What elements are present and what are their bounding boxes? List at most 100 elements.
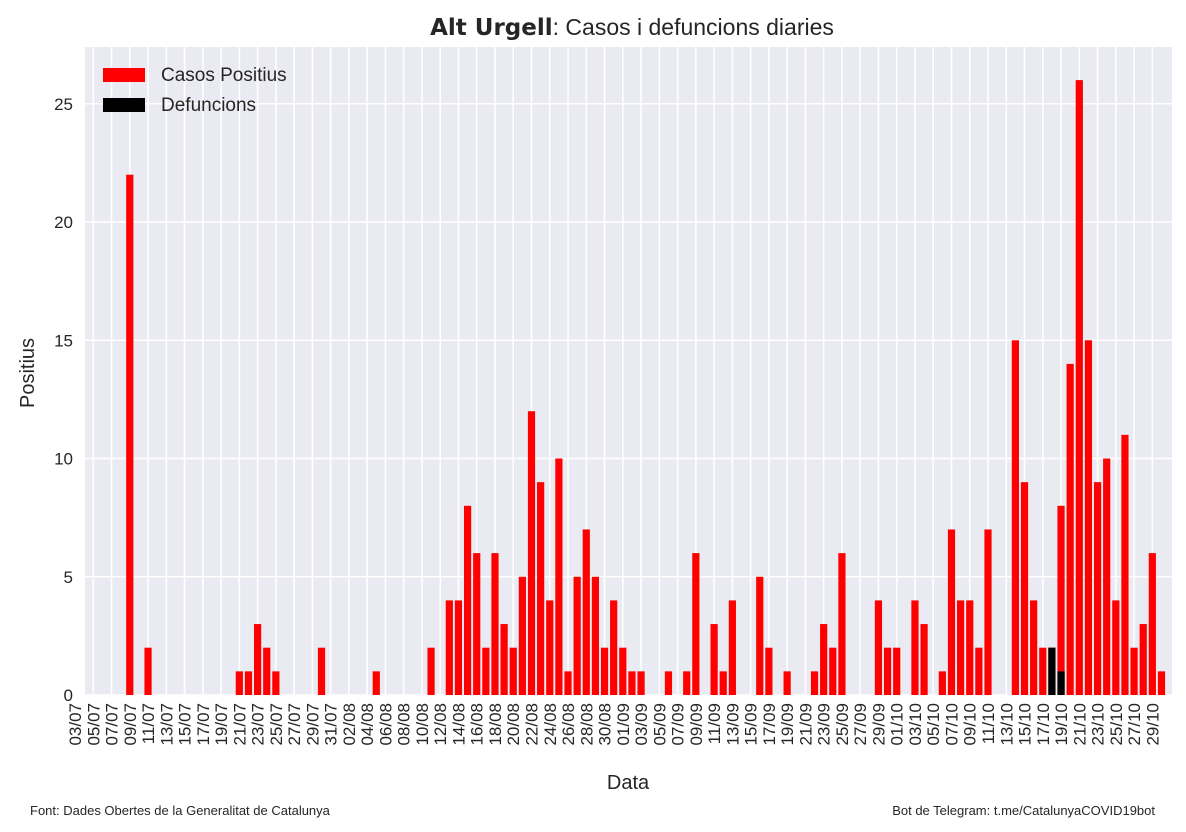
x-tick-label: 03/07 <box>66 703 85 746</box>
title-bold: Alt Urgell <box>430 15 553 41</box>
bar <box>975 647 983 695</box>
bar <box>1066 363 1074 695</box>
x-tick-label: 06/08 <box>376 703 395 746</box>
y-tick-label: 20 <box>54 213 73 232</box>
bar <box>683 671 691 695</box>
bar <box>546 600 554 695</box>
bar <box>692 553 700 695</box>
bar <box>1057 671 1065 695</box>
x-tick-label: 22/08 <box>523 703 542 746</box>
x-tick-label: 11/09 <box>705 703 724 744</box>
bar <box>1039 647 1047 695</box>
x-tick-label: 23/10 <box>1089 703 1108 746</box>
bar <box>564 671 572 695</box>
bar <box>427 647 435 695</box>
bar <box>947 529 956 695</box>
bar <box>509 647 517 695</box>
bar <box>372 671 380 695</box>
bar <box>1093 482 1102 695</box>
x-tick-label: 10/08 <box>413 703 432 746</box>
bar <box>957 600 965 695</box>
x-tick-label: 21/07 <box>230 703 249 746</box>
x-tick-label: 17/07 <box>194 703 213 746</box>
bar <box>710 624 718 695</box>
x-tick-label: 19/10 <box>1052 703 1071 746</box>
source-note: Font: Dades Obertes de la Generalitat de… <box>30 803 331 818</box>
bar <box>1020 482 1029 695</box>
bar <box>938 671 946 695</box>
bar <box>829 647 837 695</box>
bar <box>582 529 590 695</box>
x-tick-label: 05/10 <box>924 703 943 746</box>
x-tick-label: 27/10 <box>1125 703 1144 746</box>
x-tick-label: 09/09 <box>687 703 706 746</box>
bar <box>1139 624 1147 695</box>
bar <box>984 529 992 695</box>
bar <box>263 647 271 695</box>
bar <box>1084 340 1093 695</box>
x-tick-label: 29/07 <box>303 703 322 746</box>
x-tick-label: 29/09 <box>869 703 888 746</box>
legend-swatch <box>103 68 145 82</box>
x-axis-label: Data <box>607 772 650 794</box>
bar <box>600 647 609 695</box>
x-tick-label: 08/08 <box>395 703 414 746</box>
bar <box>1057 505 1065 695</box>
bar <box>619 647 627 695</box>
x-tick-label: 16/08 <box>468 703 487 746</box>
bar <box>491 553 499 695</box>
x-tick-label: 17/10 <box>1034 703 1053 746</box>
legend-swatch <box>103 98 145 112</box>
x-tick-label: 15/07 <box>176 703 195 746</box>
bar <box>1011 340 1019 695</box>
y-tick-label: 15 <box>54 331 73 350</box>
bar <box>537 482 545 695</box>
x-tick-label: 25/07 <box>267 703 286 746</box>
title-text: : Casos i defuncions diaries <box>553 14 834 40</box>
x-tick-label: 19/07 <box>212 703 231 746</box>
bar <box>664 671 673 695</box>
x-tick-label: 27/09 <box>851 703 870 746</box>
bar <box>1112 600 1120 695</box>
x-tick-label: 23/09 <box>815 703 834 746</box>
y-tick-label: 0 <box>64 686 73 705</box>
x-tick-label: 17/09 <box>760 703 779 746</box>
x-tick-label: 15/09 <box>742 703 761 746</box>
x-tick-label: 30/08 <box>596 703 615 746</box>
x-tick-label: 05/07 <box>84 703 103 746</box>
x-tick-label: 31/07 <box>322 703 341 746</box>
bar <box>783 671 791 695</box>
x-tick-label: 07/07 <box>103 703 122 746</box>
bar <box>637 671 645 695</box>
plot-area <box>85 47 1172 695</box>
bar <box>920 624 928 695</box>
y-tick-label: 10 <box>54 450 73 469</box>
bar <box>719 671 727 695</box>
x-tick-label: 25/09 <box>833 703 852 746</box>
bar <box>874 600 883 695</box>
x-tick-label: 24/08 <box>541 703 560 746</box>
x-tick-label: 25/10 <box>1107 703 1126 746</box>
x-tick-label: 13/07 <box>157 703 176 746</box>
bar <box>966 600 974 695</box>
bar <box>573 576 581 695</box>
x-tick-label: 09/07 <box>121 703 140 746</box>
bar <box>765 647 773 695</box>
bar <box>1157 671 1166 695</box>
bar <box>126 174 134 696</box>
bar <box>527 411 536 695</box>
bar <box>883 647 892 695</box>
bar <box>1075 80 1083 695</box>
x-tick-label: 03/10 <box>906 703 925 746</box>
x-tick-label: 05/09 <box>650 703 669 746</box>
bar <box>1130 647 1138 695</box>
bar <box>810 671 819 695</box>
x-tick-label: 14/08 <box>449 703 468 746</box>
x-tick-label: 04/08 <box>358 703 377 746</box>
x-tick-label: 29/10 <box>1143 703 1162 746</box>
bar <box>911 600 919 695</box>
bar <box>454 600 463 695</box>
bar <box>591 576 600 695</box>
bar <box>1048 647 1056 695</box>
